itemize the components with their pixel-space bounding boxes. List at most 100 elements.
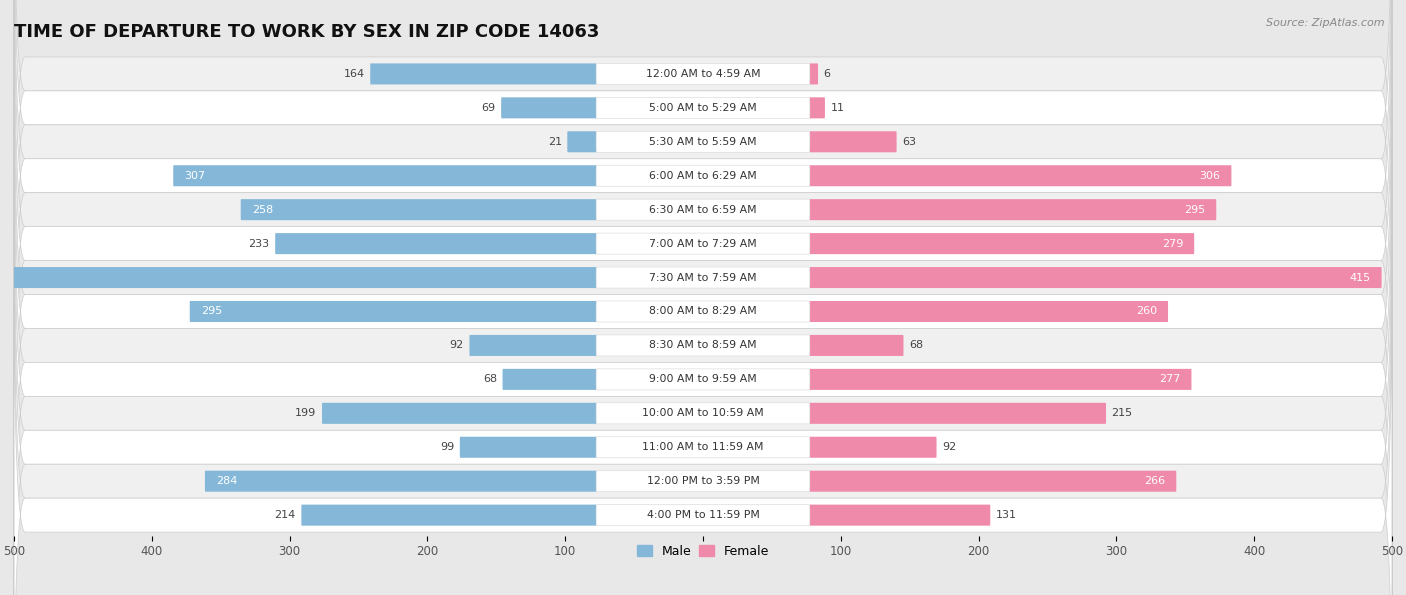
FancyBboxPatch shape [370, 64, 596, 84]
Text: 266: 266 [1144, 476, 1166, 486]
FancyBboxPatch shape [240, 199, 596, 220]
FancyBboxPatch shape [596, 165, 810, 186]
Text: 306: 306 [1199, 171, 1220, 181]
Text: Source: ZipAtlas.com: Source: ZipAtlas.com [1267, 18, 1385, 28]
FancyBboxPatch shape [14, 57, 1392, 566]
FancyBboxPatch shape [14, 125, 1392, 595]
FancyBboxPatch shape [596, 199, 810, 220]
FancyBboxPatch shape [810, 301, 1168, 322]
FancyBboxPatch shape [596, 505, 810, 525]
FancyBboxPatch shape [14, 0, 1392, 430]
FancyBboxPatch shape [460, 437, 596, 458]
FancyBboxPatch shape [810, 64, 818, 84]
Text: 68: 68 [482, 374, 496, 384]
FancyBboxPatch shape [276, 233, 596, 254]
FancyBboxPatch shape [14, 159, 1392, 595]
Text: 260: 260 [1136, 306, 1157, 317]
FancyBboxPatch shape [810, 165, 1232, 186]
FancyBboxPatch shape [14, 0, 1392, 362]
Text: 258: 258 [252, 205, 273, 215]
Text: 131: 131 [995, 510, 1017, 520]
Text: 10:00 AM to 10:59 AM: 10:00 AM to 10:59 AM [643, 408, 763, 418]
FancyBboxPatch shape [502, 369, 596, 390]
FancyBboxPatch shape [810, 267, 1382, 288]
FancyBboxPatch shape [14, 91, 1392, 595]
Text: 21: 21 [548, 137, 562, 147]
Text: 164: 164 [343, 69, 364, 79]
FancyBboxPatch shape [14, 0, 1392, 328]
FancyBboxPatch shape [596, 233, 810, 254]
Text: 5:30 AM to 5:59 AM: 5:30 AM to 5:59 AM [650, 137, 756, 147]
Text: 307: 307 [184, 171, 205, 181]
Text: 415: 415 [1350, 273, 1371, 283]
Text: 215: 215 [1112, 408, 1133, 418]
FancyBboxPatch shape [14, 0, 1392, 498]
Text: 233: 233 [249, 239, 270, 249]
FancyBboxPatch shape [14, 227, 1392, 595]
Text: 8:00 AM to 8:29 AM: 8:00 AM to 8:29 AM [650, 306, 756, 317]
Text: 284: 284 [217, 476, 238, 486]
FancyBboxPatch shape [810, 505, 990, 525]
Text: 8:30 AM to 8:59 AM: 8:30 AM to 8:59 AM [650, 340, 756, 350]
FancyBboxPatch shape [596, 267, 810, 288]
FancyBboxPatch shape [501, 98, 596, 118]
Text: 277: 277 [1159, 374, 1181, 384]
FancyBboxPatch shape [14, 23, 1392, 532]
Text: 69: 69 [481, 103, 496, 113]
Text: 99: 99 [440, 442, 454, 452]
Text: 4:00 PM to 11:59 PM: 4:00 PM to 11:59 PM [647, 510, 759, 520]
Text: 295: 295 [201, 306, 222, 317]
Text: 68: 68 [910, 340, 924, 350]
FancyBboxPatch shape [596, 437, 810, 458]
Text: 6: 6 [824, 69, 831, 79]
Text: 92: 92 [942, 442, 956, 452]
Text: 199: 199 [295, 408, 316, 418]
Text: 6:00 AM to 6:29 AM: 6:00 AM to 6:29 AM [650, 171, 756, 181]
FancyBboxPatch shape [596, 98, 810, 118]
FancyBboxPatch shape [596, 64, 810, 84]
FancyBboxPatch shape [596, 369, 810, 390]
Text: 7:00 AM to 7:29 AM: 7:00 AM to 7:29 AM [650, 239, 756, 249]
FancyBboxPatch shape [301, 505, 596, 525]
FancyBboxPatch shape [810, 437, 936, 458]
FancyBboxPatch shape [173, 165, 596, 186]
Text: 5:00 AM to 5:29 AM: 5:00 AM to 5:29 AM [650, 103, 756, 113]
FancyBboxPatch shape [190, 301, 596, 322]
FancyBboxPatch shape [567, 131, 596, 152]
FancyBboxPatch shape [596, 131, 810, 152]
Text: 12:00 AM to 4:59 AM: 12:00 AM to 4:59 AM [645, 69, 761, 79]
FancyBboxPatch shape [470, 335, 596, 356]
Legend: Male, Female: Male, Female [631, 540, 775, 563]
FancyBboxPatch shape [596, 301, 810, 322]
Text: 6:30 AM to 6:59 AM: 6:30 AM to 6:59 AM [650, 205, 756, 215]
FancyBboxPatch shape [810, 369, 1191, 390]
FancyBboxPatch shape [810, 471, 1177, 491]
FancyBboxPatch shape [14, 0, 1392, 464]
FancyBboxPatch shape [596, 335, 810, 356]
Text: 279: 279 [1161, 239, 1184, 249]
Text: 92: 92 [450, 340, 464, 350]
FancyBboxPatch shape [205, 471, 596, 491]
FancyBboxPatch shape [596, 471, 810, 491]
Text: 7:30 AM to 7:59 AM: 7:30 AM to 7:59 AM [650, 273, 756, 283]
FancyBboxPatch shape [14, 0, 1392, 396]
FancyBboxPatch shape [14, 261, 1392, 595]
Text: 295: 295 [1184, 205, 1205, 215]
Text: 12:00 PM to 3:59 PM: 12:00 PM to 3:59 PM [647, 476, 759, 486]
FancyBboxPatch shape [810, 335, 904, 356]
FancyBboxPatch shape [14, 193, 1392, 595]
FancyBboxPatch shape [596, 403, 810, 424]
Text: 11:00 AM to 11:59 AM: 11:00 AM to 11:59 AM [643, 442, 763, 452]
FancyBboxPatch shape [322, 403, 596, 424]
Text: 9:00 AM to 9:59 AM: 9:00 AM to 9:59 AM [650, 374, 756, 384]
Text: 63: 63 [903, 137, 917, 147]
FancyBboxPatch shape [810, 233, 1194, 254]
FancyBboxPatch shape [810, 199, 1216, 220]
FancyBboxPatch shape [810, 131, 897, 152]
FancyBboxPatch shape [810, 98, 825, 118]
Text: 11: 11 [831, 103, 845, 113]
FancyBboxPatch shape [810, 403, 1107, 424]
FancyBboxPatch shape [0, 267, 596, 288]
Text: TIME OF DEPARTURE TO WORK BY SEX IN ZIP CODE 14063: TIME OF DEPARTURE TO WORK BY SEX IN ZIP … [14, 23, 599, 41]
Text: 214: 214 [274, 510, 295, 520]
